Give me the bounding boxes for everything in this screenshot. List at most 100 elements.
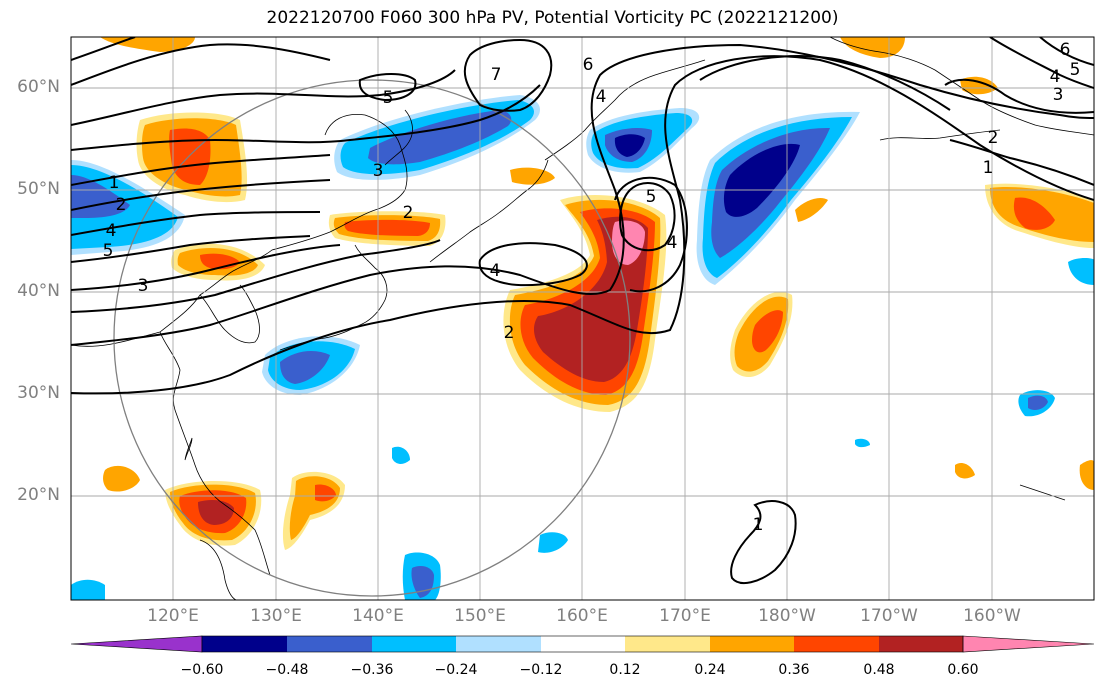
contour-label: 2	[403, 203, 414, 223]
colorbar-tick-label: 0.60	[947, 662, 979, 678]
pv-contour	[71, 37, 136, 61]
lat-label: 30°N	[17, 383, 60, 403]
colorbar-extend-left	[70, 635, 203, 653]
pv-contour	[699, 55, 951, 111]
lat-label: 40°N	[17, 281, 60, 301]
positive-anomaly-patch	[103, 465, 140, 492]
contour-label: 6	[1060, 40, 1071, 60]
colorbar-tick-label: −0.60	[180, 662, 224, 678]
pv-contour	[71, 55, 1094, 395]
contour-label: 5	[103, 241, 114, 261]
pv-contour	[71, 211, 321, 236]
positive-anomaly-shading	[100, 37, 1094, 550]
contour-label: 2	[504, 323, 515, 343]
colorbar-segment	[879, 636, 963, 652]
colorbar-tick-label: 0.48	[863, 662, 895, 678]
contour-label: 4	[490, 261, 501, 281]
lon-label: 180°W	[758, 606, 816, 626]
contour-label: 4	[667, 233, 678, 253]
pv-contour	[71, 235, 311, 263]
pv-contour	[463, 38, 553, 112]
colorbar-extend-right	[962, 635, 1095, 653]
positive-anomaly-patch	[1013, 197, 1055, 230]
negative-anomaly-patch	[368, 110, 512, 165]
colorbar-tick-label: −0.12	[519, 662, 563, 678]
contour-label: 3	[373, 161, 384, 181]
coastline	[429, 159, 549, 263]
negative-anomaly-patch	[1028, 395, 1048, 410]
contour-label: 4	[1050, 67, 1061, 87]
colorbar	[70, 635, 1095, 653]
coastline	[159, 331, 271, 576]
pv-contours	[71, 37, 1094, 585]
lat-label: 60°N	[17, 77, 60, 97]
pv-contour	[71, 239, 441, 313]
colorbar-segment	[541, 636, 625, 652]
contour-label: 3	[138, 276, 149, 296]
colorbar-segment	[710, 636, 794, 652]
coastline	[279, 244, 388, 351]
lat-label: 20°N	[17, 485, 60, 505]
lon-label: 140°E	[352, 606, 404, 626]
coastline	[384, 109, 413, 166]
contour-label: 7	[491, 65, 502, 85]
pv-contour	[730, 500, 797, 585]
negative-anomaly-patch	[855, 438, 870, 448]
pv-contour	[478, 242, 588, 287]
contour-label: 1	[983, 158, 994, 178]
pv-contour	[71, 179, 331, 211]
positive-anomaly-patch	[955, 463, 975, 479]
colorbar-frame	[201, 635, 964, 653]
colorbar-tick-label: 0.36	[778, 662, 810, 678]
contour-label: 1	[109, 173, 120, 193]
negative-anomaly-patch	[538, 532, 568, 553]
pv-contour	[989, 37, 1094, 89]
pv-contour	[71, 154, 331, 186]
pv-contour	[944, 78, 1094, 114]
negative-anomaly-patch	[71, 579, 105, 600]
colorbar-tick-label: 0.24	[694, 662, 726, 678]
contour-label: 6	[583, 55, 594, 75]
colorbar-tick-label: −0.48	[265, 662, 309, 678]
range-circle	[113, 79, 631, 597]
positive-anomaly-patch	[795, 198, 828, 222]
positive-anomaly-patch	[169, 128, 211, 185]
lon-label: 170°W	[860, 606, 918, 626]
pv-contour	[614, 176, 688, 293]
lon-label: 130°E	[250, 606, 302, 626]
pv-contour	[358, 73, 417, 102]
coastlines	[71, 37, 1094, 600]
negative-anomaly-patch	[723, 143, 800, 217]
contour-label: 1	[753, 515, 764, 535]
positive-anomaly-patch	[752, 310, 783, 353]
pv-contour	[949, 139, 1094, 186]
positive-anomaly-patch	[960, 76, 998, 95]
negative-anomaly-patch	[1068, 258, 1094, 285]
gridlines	[71, 37, 1094, 600]
colorbar-tick-label: −0.24	[434, 662, 478, 678]
lon-label: 160°W	[963, 606, 1021, 626]
contour-label: 2	[988, 128, 999, 148]
positive-anomaly-patch	[1079, 460, 1094, 490]
colorbar-tick-label: −0.36	[350, 662, 394, 678]
colorbar-segment	[794, 636, 879, 652]
contour-label: 5	[1070, 60, 1081, 80]
negative-anomaly-patch	[614, 134, 645, 157]
coastline	[184, 437, 193, 461]
lon-label: 160°E	[556, 606, 608, 626]
contour-label: 5	[646, 187, 657, 207]
positive-anomaly-patch	[510, 167, 555, 185]
lon-label: 150°E	[454, 606, 506, 626]
pv-contour	[71, 43, 331, 86]
coastline	[544, 59, 706, 161]
colorbar-tick-label: 0.12	[609, 662, 641, 678]
pv-contour	[619, 182, 676, 252]
pv-contour	[71, 69, 456, 126]
negative-anomaly-patch	[280, 350, 330, 384]
contour-label: 4	[106, 221, 117, 241]
lon-label: 120°E	[147, 606, 199, 626]
pv-contour	[71, 244, 341, 291]
map-title: 2022120700 F060 300 hPa PV, Potential Vo…	[266, 8, 839, 28]
contour-label: 2	[116, 195, 127, 215]
